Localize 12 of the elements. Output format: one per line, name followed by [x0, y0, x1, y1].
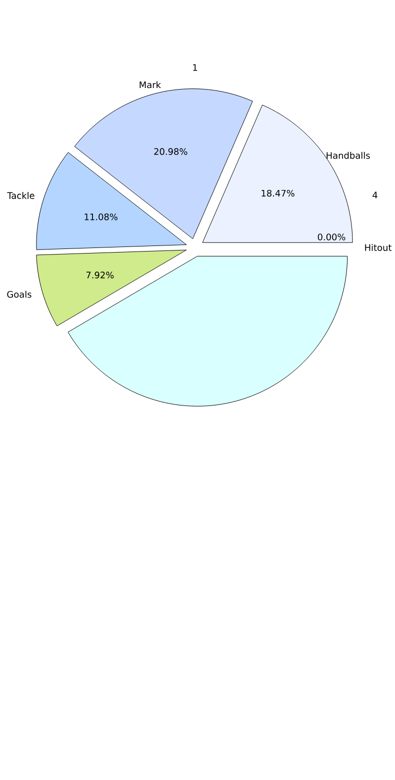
text: 1 [193, 64, 198, 71]
slice-label: Goals [7, 290, 32, 298]
text: 0.00% [318, 234, 346, 240]
slice-label: Tackle [7, 192, 34, 199]
slice-label: Mark [140, 81, 161, 88]
data-label: 18.47% [262, 190, 294, 197]
category-label: Hitout [365, 244, 392, 251]
text: 4 [372, 192, 378, 198]
slice-label: Handballs [326, 152, 370, 159]
data-label: 7.92% [86, 272, 114, 278]
data-label: 20.98% [154, 148, 188, 155]
data-label: 11.08% [84, 213, 118, 220]
